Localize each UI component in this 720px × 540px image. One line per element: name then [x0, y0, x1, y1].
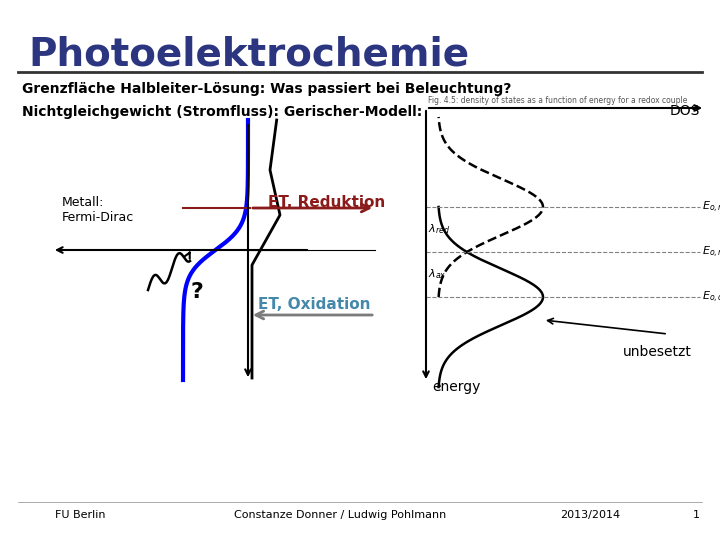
Text: energy: energy: [432, 380, 480, 394]
Text: ET, Reduktion: ET, Reduktion: [268, 195, 385, 210]
Text: ?: ?: [191, 282, 204, 302]
Text: DOS: DOS: [670, 104, 700, 118]
Text: 1: 1: [693, 510, 700, 520]
Text: 2013/2014: 2013/2014: [560, 510, 620, 520]
Text: Nichtgleichgewicht (Stromfluss): Gerischer-Modell:: Nichtgleichgewicht (Stromfluss): Gerisch…: [22, 105, 422, 119]
Text: $E_{o,ox}$: $E_{o,ox}$: [702, 289, 720, 305]
Text: ET, Oxidation: ET, Oxidation: [258, 297, 371, 312]
Text: Photoelektrochemie: Photoelektrochemie: [28, 35, 469, 73]
Text: unbesetzt: unbesetzt: [623, 345, 692, 359]
Text: Constanze Donner / Ludwig Pohlmann: Constanze Donner / Ludwig Pohlmann: [234, 510, 446, 520]
Text: $E_{o,red}$: $E_{o,red}$: [702, 199, 720, 214]
Text: FU Berlin: FU Berlin: [55, 510, 106, 520]
Text: Grenzfläche Halbleiter-Lösung: Was passiert bei Beleuchtung?: Grenzfläche Halbleiter-Lösung: Was passi…: [22, 82, 511, 96]
Text: Fig. 4.5: density of states as a function of energy for a redox couple: Fig. 4.5: density of states as a functio…: [428, 96, 688, 105]
Text: $\lambda_{red}$: $\lambda_{red}$: [428, 222, 450, 237]
Text: $E_{o,redcx}$: $E_{o,redcx}$: [702, 245, 720, 260]
Text: Metall:
Fermi-Dirac: Metall: Fermi-Dirac: [62, 196, 134, 224]
Text: $\lambda_{ax}$: $\lambda_{ax}$: [428, 268, 446, 281]
